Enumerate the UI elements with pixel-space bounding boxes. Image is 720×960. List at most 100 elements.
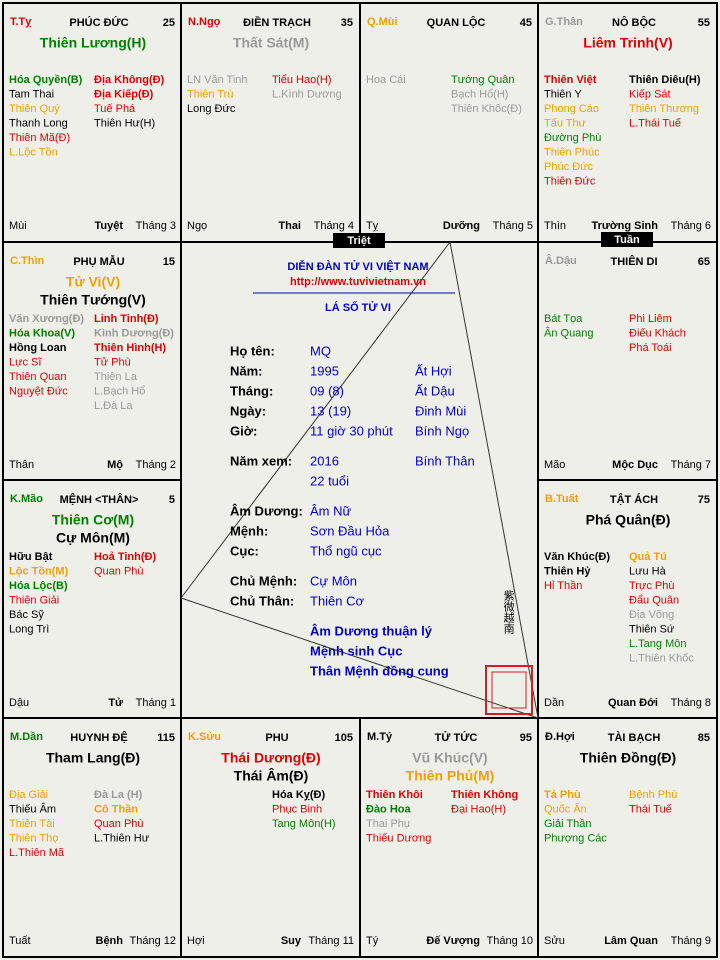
stage: Mộ bbox=[107, 459, 123, 471]
star: Hoa Cái bbox=[366, 74, 406, 86]
star: L.Đà La bbox=[94, 400, 133, 412]
palace-name: TỬ TỨC bbox=[435, 731, 478, 744]
palace-number: 45 bbox=[520, 17, 532, 29]
palace-branch: Đ.Hợi bbox=[545, 731, 575, 743]
star: Thiên Trù bbox=[187, 88, 233, 100]
star: Thiên Giải bbox=[9, 594, 59, 606]
star: Lưu Hà bbox=[629, 565, 667, 577]
center-url: http://www.tuvivietnam.vn bbox=[290, 276, 426, 288]
palace-number: 75 bbox=[698, 494, 710, 506]
star: Điếu Khách bbox=[629, 327, 686, 339]
star: Thiên Hỷ bbox=[544, 565, 591, 577]
stage: Quan Đới bbox=[608, 697, 658, 709]
main-star: Cự Môn(M) bbox=[56, 530, 130, 546]
main-star: Thái Âm(Đ) bbox=[234, 767, 309, 784]
center-title: DIỄN ĐÀN TỬ VI VIỆT NAM bbox=[287, 260, 428, 273]
month: Tháng 4 bbox=[314, 220, 354, 232]
info-value: 1995 bbox=[310, 363, 339, 378]
bottom-branch: Tý bbox=[366, 935, 379, 947]
palace-branch: K.Mão bbox=[10, 493, 43, 505]
star: Thiên La bbox=[94, 371, 138, 383]
star: Địa Kiếp(Đ) bbox=[94, 88, 154, 100]
star: Thiên Tài bbox=[9, 818, 55, 830]
info-label: Họ tên: bbox=[230, 343, 275, 358]
star: Bạch Hổ(H) bbox=[451, 88, 508, 100]
star: Hoả Tinh(Đ) bbox=[94, 551, 156, 563]
triangle bbox=[180, 241, 539, 719]
palace-name: PHU bbox=[265, 732, 288, 744]
star: Đào Hoa bbox=[366, 803, 412, 815]
bottom-branch: Tỵ bbox=[366, 220, 379, 232]
star: Thiên Thọ bbox=[9, 832, 58, 844]
month: Tháng 8 bbox=[671, 697, 711, 709]
star: Thiên Hư(H) bbox=[94, 117, 155, 129]
palace-name: TẬT ÁCH bbox=[610, 493, 658, 506]
star: Thiên Thương bbox=[629, 103, 699, 115]
star: Đẩu Quân bbox=[629, 594, 679, 606]
star: Địa Không(Đ) bbox=[94, 74, 165, 86]
info-value: 2016 bbox=[310, 453, 339, 468]
star: Thiên Đức bbox=[544, 175, 596, 187]
star: Văn Khúc(Đ) bbox=[544, 551, 610, 563]
star: Quan Phù bbox=[94, 818, 144, 830]
month: Tháng 9 bbox=[671, 935, 711, 947]
main-star: Thất Sát(M) bbox=[233, 35, 309, 51]
note: Thân Mệnh đồng cung bbox=[310, 663, 449, 678]
seal bbox=[485, 665, 533, 715]
info-label: Năm: bbox=[230, 363, 263, 378]
star: Phá Toái bbox=[629, 342, 672, 354]
stage: Thai bbox=[278, 220, 301, 232]
star: Kình Dương(Đ) bbox=[94, 327, 174, 339]
palace-name: HUYNH ĐỆ bbox=[70, 731, 127, 744]
palace-name: TÀI BẠCH bbox=[608, 731, 661, 744]
star: Tang Môn(H) bbox=[272, 818, 336, 830]
star: Thái Tuế bbox=[629, 803, 672, 815]
bottom-branch: Thìn bbox=[544, 220, 566, 232]
month: Tháng 1 bbox=[136, 697, 176, 709]
star: Phượng Các bbox=[544, 832, 607, 844]
main-star: Thiên Cơ(M) bbox=[52, 512, 134, 528]
star: Hồng Loan bbox=[9, 342, 67, 354]
palace-branch: Q.Mùi bbox=[367, 16, 398, 28]
star: Quốc Ấn bbox=[544, 802, 587, 815]
palace-number: 5 bbox=[169, 494, 175, 506]
palace-branch: T.Tỵ bbox=[10, 16, 32, 28]
bottom-branch: Mùi bbox=[9, 220, 27, 232]
info-value: 09 (8) bbox=[310, 383, 344, 398]
star: Quan Phù bbox=[94, 565, 144, 577]
month: Tháng 6 bbox=[671, 220, 711, 232]
month: Tháng 10 bbox=[487, 935, 533, 947]
star: Thiên Sứ bbox=[629, 623, 675, 635]
info-label: Âm Dương: bbox=[230, 503, 303, 518]
stage: Bệnh bbox=[96, 935, 124, 947]
star: Thai Phụ bbox=[366, 818, 410, 830]
main-star: Thiên Phủ(M) bbox=[406, 768, 495, 784]
stage: Đế Vượng bbox=[426, 935, 480, 947]
info-value: MQ bbox=[310, 343, 331, 358]
star: Thiên Quý bbox=[9, 103, 60, 115]
info-value: Thổ ngũ cục bbox=[310, 543, 382, 558]
star: L.Thiên Hư bbox=[94, 832, 150, 844]
star: Thiên Quan bbox=[9, 371, 66, 383]
star: Tấu Thư bbox=[544, 117, 587, 129]
main-star: Liêm Trinh(V) bbox=[583, 35, 672, 51]
palace-branch: G.Thân bbox=[545, 16, 583, 28]
bottom-branch: Hợi bbox=[187, 935, 205, 947]
bottom-branch: Dần bbox=[544, 697, 564, 709]
seal-text: 紫微越南 bbox=[502, 590, 515, 634]
info-extra: Bính Ngọ bbox=[415, 423, 469, 438]
palace-branch: K.Sửu bbox=[188, 731, 221, 743]
star: L.Lộc Tồn bbox=[9, 146, 58, 158]
star: Lộc Tồn(M) bbox=[9, 565, 69, 577]
main-star: Tham Lang(Đ) bbox=[46, 750, 140, 766]
star: Đường Phù bbox=[544, 132, 601, 144]
stage: Dưỡng bbox=[443, 220, 480, 232]
star: Thiếu Dương bbox=[366, 832, 431, 844]
center-subtitle: LÁ SỐ TỬ VI bbox=[325, 300, 391, 314]
palace-branch: Â.Dậu bbox=[545, 254, 577, 267]
star: Văn Xương(Đ) bbox=[9, 313, 84, 325]
star: Đại Hao(H) bbox=[451, 803, 506, 815]
star: Thiên Khôi bbox=[366, 789, 423, 801]
